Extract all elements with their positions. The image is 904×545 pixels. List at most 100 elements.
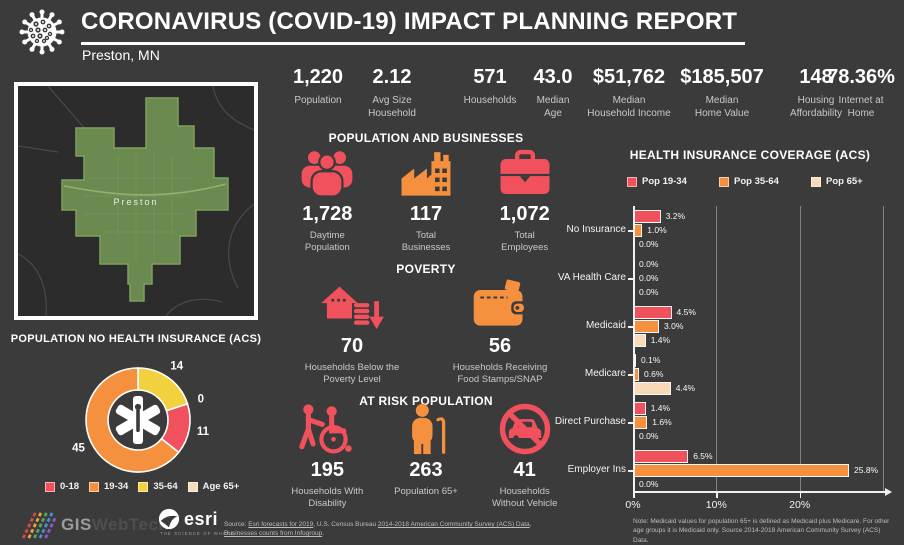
chart-note: Note: Medicaid values for population 65+…: [633, 518, 890, 544]
source-link[interactable]: 2014-2018 American Community Survey (ACS…: [377, 521, 530, 528]
donut-legend: 0-18 19-34 35-64 Age 65+: [45, 481, 249, 492]
x-axis-line: [633, 491, 885, 493]
bar-value-label: 4.5%: [676, 307, 696, 317]
esri-tagline: THE SCIENCE OF WHERE: [160, 531, 236, 536]
gis-webtech-logo: GIS WebTech: [22, 511, 169, 539]
stat-value: $185,507: [680, 66, 764, 88]
briefcase-icon: [475, 146, 574, 200]
metric-label: Total Employees: [501, 230, 549, 254]
gis-webtech-web-text: WebTech: [91, 515, 170, 534]
y-axis-line: [633, 206, 635, 492]
category-tick: [628, 278, 633, 280]
category-tick: [628, 470, 633, 472]
stat-label: Median Household Income: [587, 95, 671, 119]
bar-value-label: 0.0%: [639, 287, 659, 297]
bar: [634, 464, 849, 477]
bar-value-label: 0.0%: [639, 239, 659, 249]
gridline: [716, 206, 718, 491]
category-tick: [628, 230, 633, 232]
bar-value-label: 3.0%: [664, 321, 684, 331]
metric-card-daytime-population: 1,728 Daytime Population: [278, 146, 377, 255]
bar-category-label: VA Health Care: [557, 272, 626, 283]
gis-webtech-stripes-icon: [22, 512, 56, 539]
stat-housing-affordability: 148 Housing Affordability: [770, 66, 862, 120]
stat-median-household-income: $51,762 Median Household Income: [573, 66, 685, 120]
metric-label: Households Below the Poverty Level: [304, 362, 400, 386]
stat-value: 148: [799, 66, 833, 88]
donut-panel-title: POPULATION NO HEALTH INSURANCE (ACS): [10, 333, 262, 345]
bar: [634, 402, 646, 415]
stat-internet-at-home: 78.36% Internet at Home: [818, 66, 904, 120]
bar: [634, 334, 646, 347]
bar-panel-title: HEALTH INSURANCE COVERAGE (ACS): [629, 148, 871, 162]
bar-value-label: 0.1%: [641, 355, 661, 365]
metric-card-total-businesses: 117 Total Businesses: [377, 146, 476, 255]
stat-median-age: 43.0 Median Age: [508, 66, 598, 120]
title-underline: [81, 42, 745, 45]
metric-label: Daytime Population: [304, 230, 350, 254]
esri-logo: esri THE SCIENCE OF WHERE: [158, 508, 235, 536]
bar-category-label: Direct Purchase: [554, 416, 626, 427]
metric-card-total-employees: 1,072 Total Employees: [475, 146, 574, 255]
stat-label: Median Age: [536, 95, 570, 119]
at-risk-cards: 195 Households With Disability 263 Popula…: [278, 402, 574, 511]
metric-value: 117: [409, 203, 443, 225]
source-fragment: Source:: [224, 521, 249, 528]
legend-swatch: [811, 176, 821, 187]
metric-label: Households Receiving Food Stamps/SNAP: [452, 362, 548, 386]
wallet-icon: [426, 278, 574, 332]
bar-category-label: Employer Ins: [567, 464, 626, 475]
house-decline-icon: [278, 278, 426, 332]
esri-globe-icon: [158, 508, 180, 530]
wheelchair-icon: [278, 402, 377, 456]
stat-value: 2.12: [372, 66, 412, 88]
bar: [634, 210, 661, 223]
donut-value-label: 45: [72, 443, 85, 455]
stat-value: 43.0: [533, 66, 573, 88]
bar-value-label: 1.4%: [650, 335, 671, 345]
page-title: CORONAVIRUS (COVID-19) IMPACT PLANNING R…: [81, 8, 738, 35]
bar: [634, 450, 689, 463]
bar: [634, 416, 648, 429]
legend-swatch: [45, 481, 55, 492]
source-link[interactable]: Esri forecasts for 2019: [248, 521, 314, 528]
stat-label: Avg Size Household: [368, 95, 416, 119]
bar: [634, 368, 639, 381]
category-tick: [628, 326, 633, 328]
bar-value-label: 0.6%: [644, 369, 664, 379]
bar-legend: Pop 19-34 Pop 35-64 Pop 65+: [627, 176, 873, 187]
donut-value-label: 0: [198, 394, 204, 406]
legend-swatch: [89, 481, 100, 492]
source-link[interactable]: Businesses counts from Infogroup: [224, 530, 323, 538]
metric-label: Total Businesses: [401, 230, 451, 254]
metric-label: Population 65+: [394, 486, 458, 497]
stat-value: 1,220: [292, 66, 344, 88]
factory-icon: [377, 146, 476, 200]
metric-card-food-stamps: 56 Households Receiving Food Stamps/SNAP: [426, 278, 574, 387]
metric-card-below-poverty: 70 Households Below the Poverty Level: [278, 278, 426, 387]
bar-value-label: 6.5%: [693, 451, 713, 461]
bar-value-label: 1.4%: [650, 403, 671, 413]
donut-slice: [85, 367, 180, 473]
category-tick: [628, 422, 633, 424]
bar: [634, 382, 671, 395]
legend-item-pop-35-64: Pop 35-64: [719, 176, 801, 187]
stat-label: Households: [463, 95, 517, 106]
bar-category-label: Medicaid: [585, 320, 626, 331]
map-canvas: Preston: [14, 82, 258, 320]
elderly-icon: [377, 402, 476, 456]
legend-swatch: [627, 176, 637, 187]
legend-item-age-65: Age 65+: [187, 481, 239, 492]
legend-swatch: [187, 481, 198, 492]
bar-value-label: 0.0%: [639, 431, 659, 441]
category-tick: [628, 374, 633, 376]
star-of-life-icon: [115, 396, 161, 444]
donut-slice: [137, 367, 189, 412]
metric-value: 70: [340, 335, 364, 357]
source-text: Source: Esri forecasts for 2019, U.S. Ce…: [224, 520, 559, 539]
x-axis-tick-label: 20%: [789, 499, 811, 511]
stat-label: Internet at Home: [838, 95, 884, 119]
bar-value-label: 1.6%: [652, 417, 672, 427]
metric-card-no-vehicle: 41 Households Without Vehicle: [475, 402, 574, 511]
gridline: [799, 206, 801, 491]
